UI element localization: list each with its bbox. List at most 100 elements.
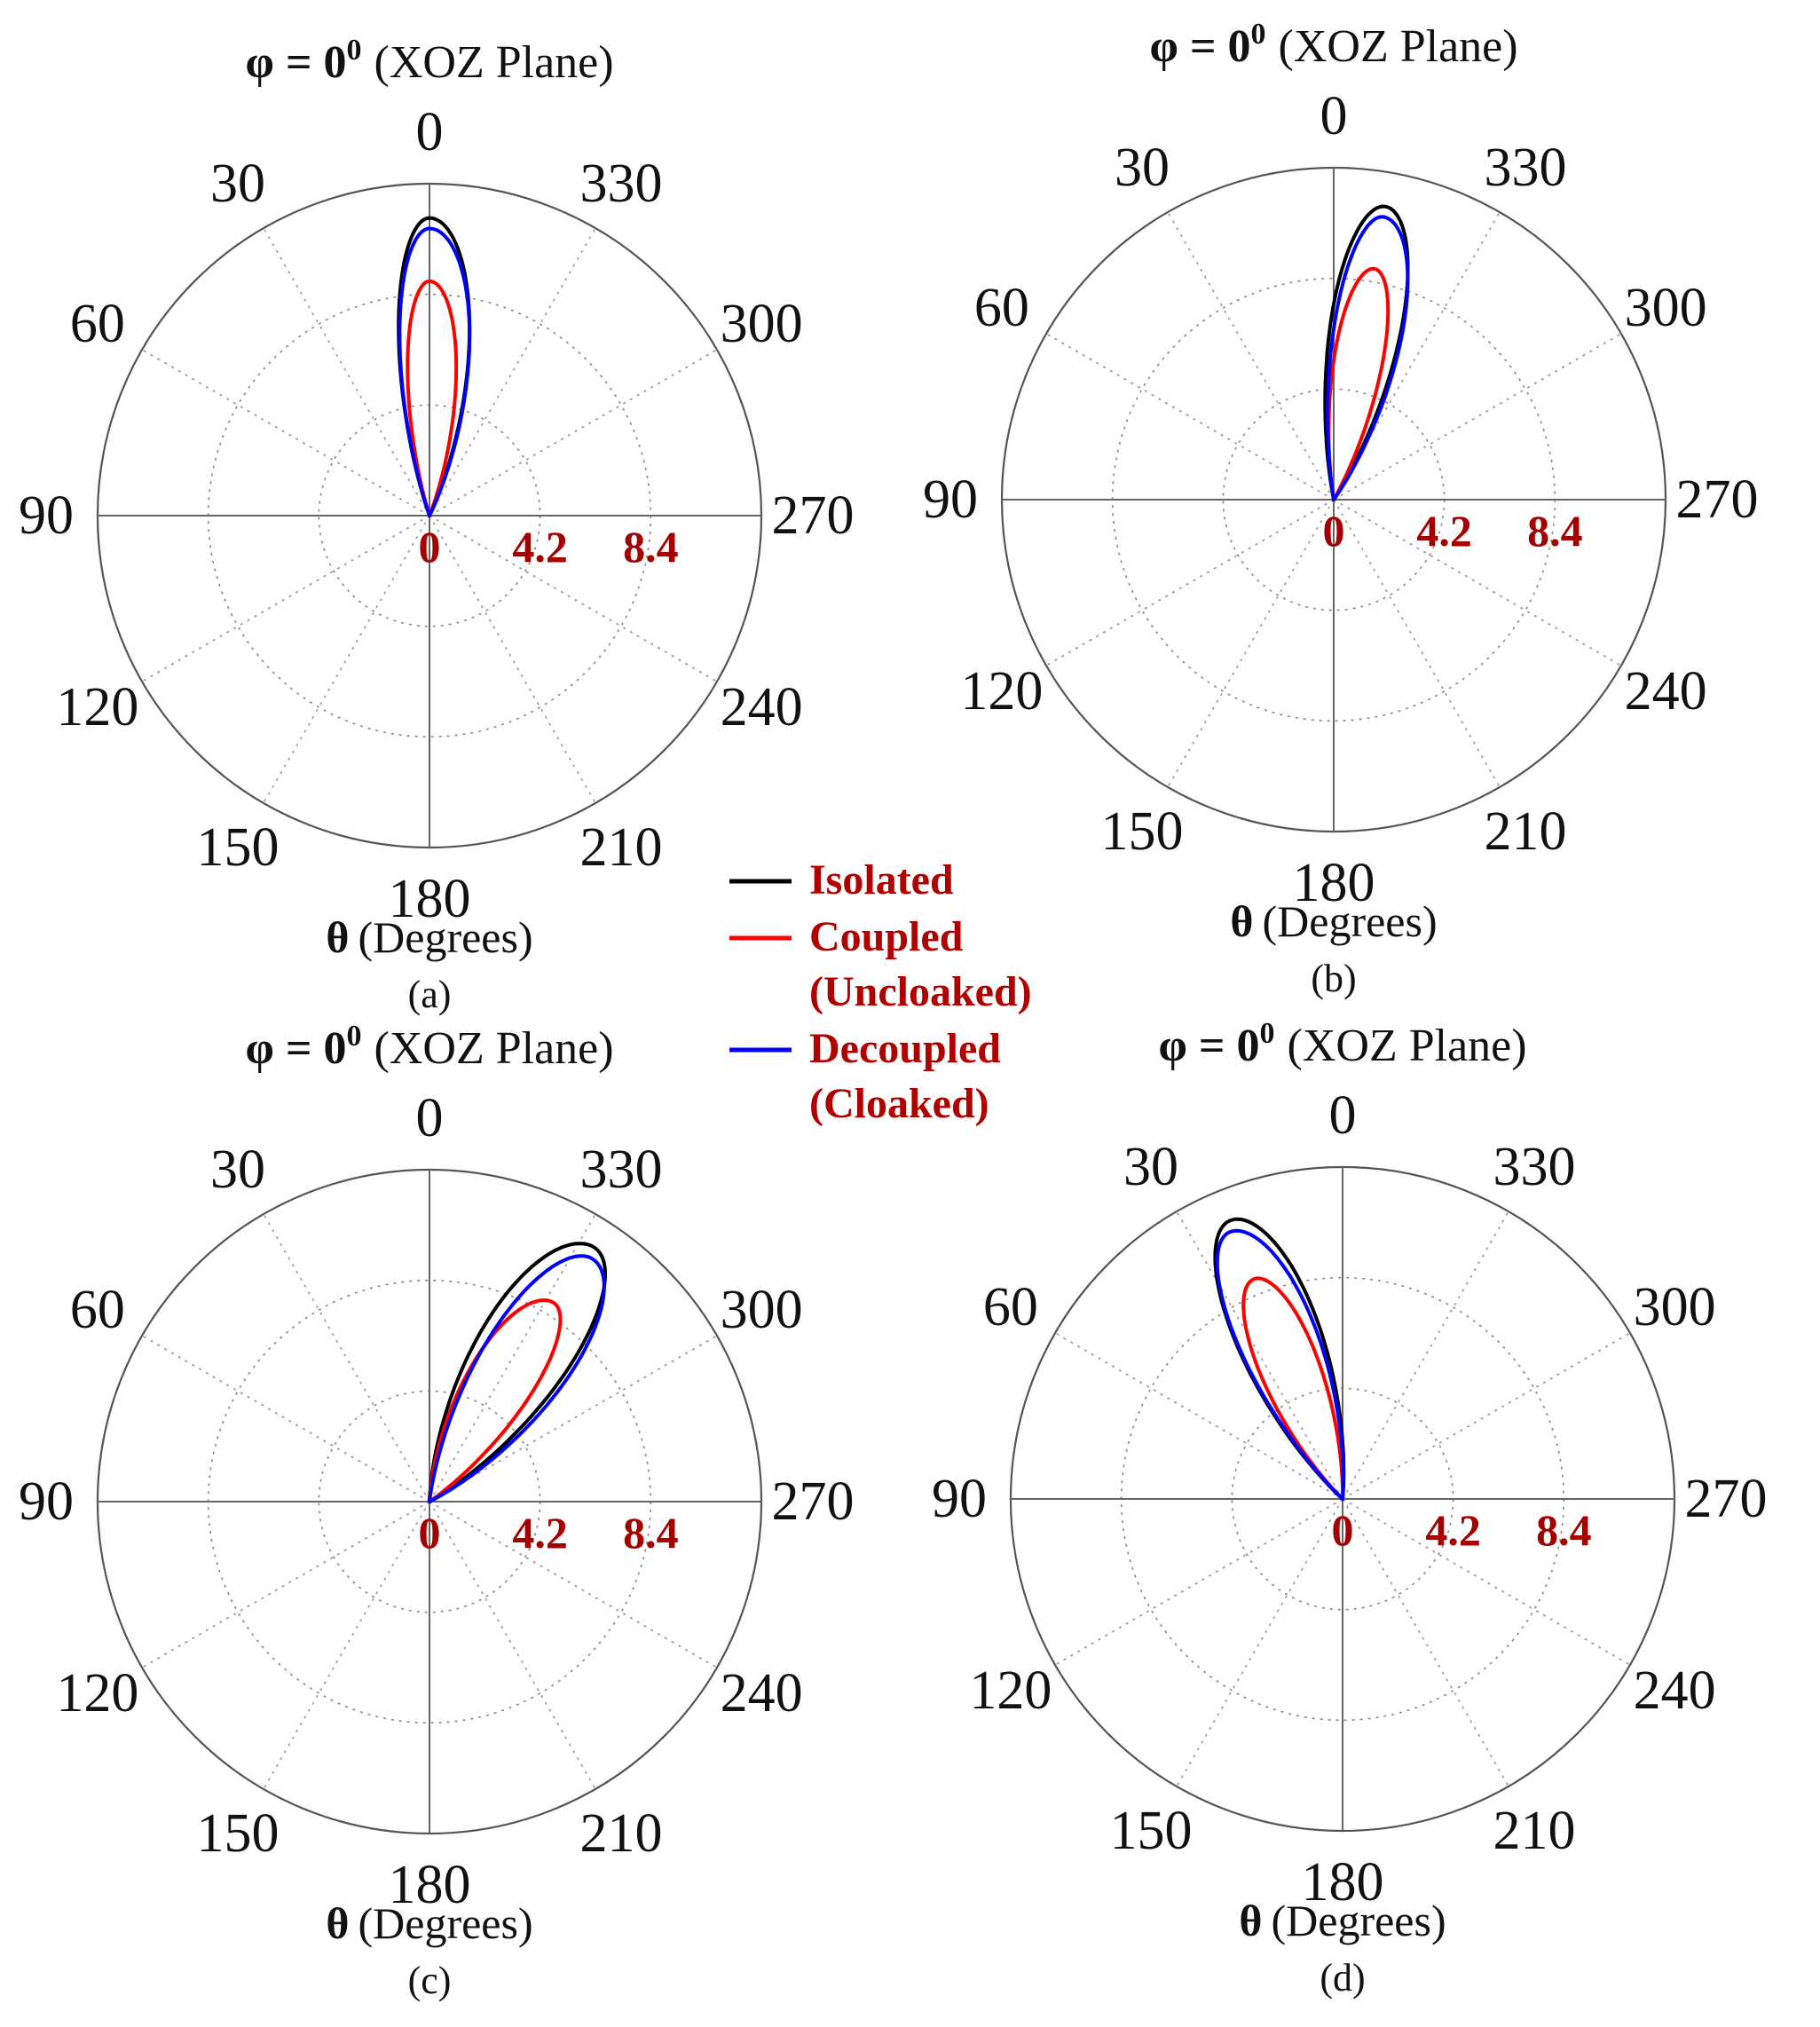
panel-caption: (d) [1320, 1956, 1365, 1999]
series-line-coupled-uncloaked [428, 1298, 563, 1503]
angle-tick-label: 90 [932, 1469, 987, 1529]
legend: Isolated Coupled (Uncloaked) Decoupled (Cloa… [729, 856, 1032, 1127]
axis-label-text: (Degrees) [1272, 1896, 1446, 1945]
angle-tick-label: 60 [974, 278, 1029, 338]
angle-tick-label: 270 [1685, 1469, 1768, 1529]
polar-spoke [1045, 499, 1335, 666]
angle-tick-label: 330 [1493, 1137, 1576, 1197]
angle-tick-label: 330 [580, 154, 663, 214]
polar-spoke [141, 1501, 430, 1668]
polar-spoke [141, 1335, 430, 1503]
title-superscript: 0 [347, 34, 362, 67]
axis-label-symbol: θ [326, 912, 349, 962]
angle-tick-label: 90 [19, 485, 74, 546]
title-text: (XOZ Plane) [1279, 21, 1518, 72]
polar-panel-1: 0 30 60 90 120 150 180 210 240 270 300 330 0 4.2 8.4 φ … [19, 34, 855, 1016]
angle-tick-label: 0 [1329, 1085, 1357, 1146]
legend-label: (Uncloaked) [809, 968, 1032, 1015]
title-text: (XOZ Plane) [374, 1023, 614, 1074]
polar-spoke [1167, 499, 1335, 788]
axis-label-symbol: θ [1239, 1896, 1262, 1945]
angle-tick-label: 120 [56, 1663, 138, 1723]
radial-tick-label: 0 [419, 1508, 441, 1558]
radial-tick-label: 0 [419, 522, 441, 572]
angle-tick-label: 330 [580, 1140, 663, 1200]
radial-tick-label: 0 [1323, 506, 1345, 556]
polar-spoke [263, 515, 430, 804]
angle-tick-label: 300 [721, 294, 803, 354]
angle-tick-label: 300 [721, 1280, 803, 1340]
angle-tick-label: 210 [580, 817, 663, 878]
polar-spoke [141, 515, 430, 682]
angle-tick-label: 300 [1634, 1277, 1716, 1337]
angle-tick-label: 240 [1634, 1660, 1716, 1721]
series-line-coupled-uncloaked [1241, 1276, 1345, 1501]
axis-label: θ (Degrees) [1239, 1896, 1446, 1945]
angle-tick-label: 90 [923, 469, 978, 530]
polar-panel-2: 0 30 60 90 120 150 180 210 240 270 300 330 0 4.2 8.4 φ … [923, 18, 1759, 1000]
panel-title: φ = 00 (XOZ Plane) [1158, 1017, 1526, 1071]
polar-spoke [1342, 1332, 1631, 1500]
title-symbol: φ = 0 [1158, 1021, 1259, 1071]
angle-tick-label: 240 [1625, 661, 1707, 722]
polar-spoke [429, 349, 718, 517]
polar-spoke [141, 349, 430, 517]
series-line-isolated [428, 1242, 607, 1503]
radial-tick-label: 0 [1332, 1505, 1354, 1555]
angle-tick-label: 120 [969, 1660, 1052, 1721]
angle-tick-label: 180 [389, 869, 471, 929]
legend-label: (Cloaked) [809, 1080, 989, 1127]
angle-tick-label: 150 [197, 1803, 280, 1864]
title-text: (XOZ Plane) [374, 37, 614, 88]
series-line-decoupled-cloaked [398, 226, 472, 517]
title-symbol: φ = 0 [1149, 21, 1250, 72]
polar-spoke [1054, 1332, 1343, 1500]
angle-tick-label: 120 [960, 661, 1043, 722]
angle-tick-label: 60 [70, 294, 125, 354]
angle-tick-label: 30 [1123, 1137, 1178, 1197]
radial-tick-label: 8.4 [623, 522, 679, 572]
title-symbol: φ = 0 [245, 37, 346, 88]
angle-tick-label: 240 [721, 1663, 803, 1723]
series-line-decoupled-cloaked [1215, 1228, 1345, 1501]
series-line-coupled-uncloaked [406, 279, 459, 517]
polar-panel-3: 0 30 60 90 120 150 180 210 240 270 300 330 0 4.2 8.4 φ … [19, 1020, 855, 2002]
angle-tick-label: 150 [1110, 1801, 1193, 1861]
angle-tick-label: 270 [772, 1471, 855, 1532]
angle-tick-label: 300 [1625, 278, 1707, 338]
angle-tick-label: 0 [416, 102, 444, 162]
angle-tick-label: 60 [70, 1280, 125, 1340]
polar-spoke [263, 1213, 430, 1503]
legend-label: Coupled [809, 913, 964, 960]
polar-spoke [1342, 1211, 1509, 1500]
polar-panel-4: 0 30 60 90 120 150 180 210 240 270 300 330 0 4.2 8.4 φ … [932, 1017, 1768, 1999]
polar-spoke [1167, 211, 1335, 501]
axis-label: θ (Degrees) [326, 912, 532, 962]
title-symbol: φ = 0 [245, 1023, 346, 1074]
panel-title: φ = 00 (XOZ Plane) [245, 34, 613, 88]
panel-title: φ = 00 (XOZ Plane) [245, 1020, 613, 1074]
axis-label-text: (Degrees) [358, 1898, 533, 1948]
radial-tick-label: 4.2 [1416, 506, 1472, 556]
angle-tick-label: 60 [983, 1277, 1038, 1337]
angle-tick-label: 150 [197, 817, 280, 878]
angle-tick-label: 180 [1302, 1852, 1384, 1913]
title-superscript: 0 [1260, 1017, 1275, 1050]
angle-tick-label: 210 [580, 1803, 663, 1864]
angle-tick-label: 90 [19, 1471, 74, 1532]
legend-label: Isolated [809, 856, 954, 903]
polar-spoke [1176, 1498, 1343, 1787]
angle-tick-label: 180 [1293, 853, 1375, 913]
radial-tick-label: 4.2 [512, 522, 568, 572]
angle-tick-label: 180 [389, 1855, 471, 1915]
polar-spoke [263, 1501, 430, 1790]
polar-spoke [1054, 1498, 1343, 1666]
axis-label-text: (Degrees) [1263, 896, 1438, 946]
angle-tick-label: 120 [56, 677, 138, 737]
axis-label: θ (Degrees) [326, 1898, 532, 1948]
angle-tick-label: 0 [1320, 86, 1348, 146]
axis-label: θ (Degrees) [1230, 896, 1437, 946]
angle-tick-label: 330 [1485, 138, 1567, 198]
angle-tick-label: 270 [772, 485, 855, 546]
